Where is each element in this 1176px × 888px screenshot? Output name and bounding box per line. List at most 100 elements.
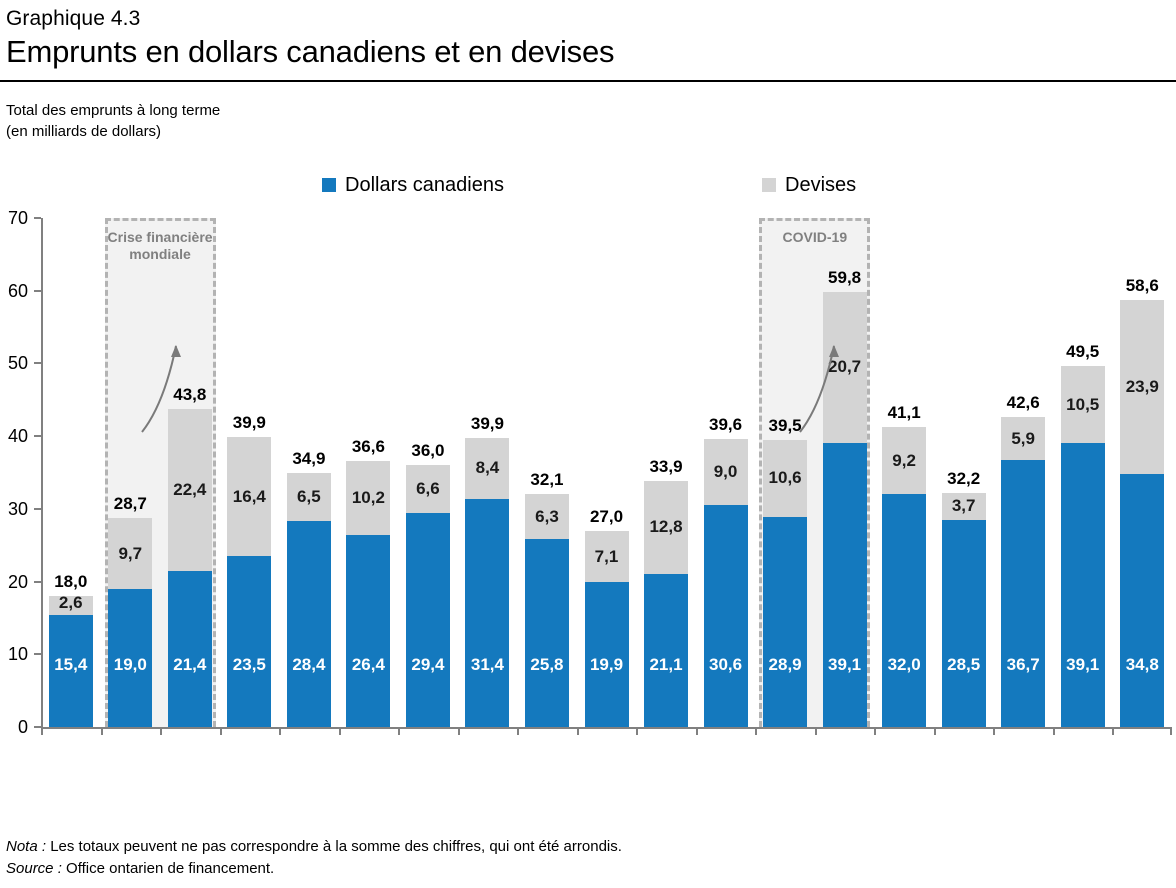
legend-item-dollars-canadiens[interactable]: Dollars canadiens (322, 172, 504, 198)
bar-group[interactable]: 23,5 16,4 39,9 (227, 413, 272, 727)
annotation-band-label: Crise financière mondiale (107, 229, 213, 262)
bar-segment-dollars-canadiens[interactable]: 19,0 (108, 588, 153, 727)
bar-value-label-dollars-canadiens: 28,4 (292, 655, 326, 674)
bar-segment-dollars-canadiens[interactable]: 15,4 (48, 615, 93, 727)
bar-segment-devises[interactable]: 10,5 (1060, 366, 1105, 443)
bar-total-label: 39,9 (232, 412, 266, 432)
bar-segment-dollars-canadiens[interactable]: 21,4 (167, 571, 212, 727)
bar-segment-devises[interactable]: 3,7 (941, 492, 986, 520)
bar-group[interactable]: 28,5 3,7 32,2 (941, 469, 986, 727)
y-axis-tick-mark (34, 507, 41, 510)
bar-segment-devises[interactable]: 16,4 (227, 436, 272, 557)
chart-header: Graphique 4.3 Emprunts en dollars canadi… (6, 6, 1170, 71)
bar-total-label: 39,6 (709, 415, 743, 435)
bar-segment-devises[interactable]: 10,6 (763, 439, 808, 517)
y-axis-tick-mark (34, 289, 41, 292)
plot-area: 0 10 20 30 40 50 60 70 Crise financière mondiale C… (8, 209, 1172, 736)
x-axis-line (41, 727, 1172, 729)
bar-segment-dollars-canadiens[interactable]: 39,1 (1060, 442, 1105, 727)
bar-group[interactable]: 28,4 6,5 34,9 (286, 449, 331, 727)
bar-value-label-devises: 10,5 (1066, 394, 1100, 414)
bar-group[interactable]: 25,8 6,3 32,1 (524, 470, 569, 727)
bar-segment-devises[interactable]: 6,5 (286, 473, 331, 521)
bar-total-label: 49,5 (1066, 342, 1100, 362)
bar-value-label-devises: 5,9 (1011, 428, 1035, 448)
bar-group[interactable]: 21,1 12,8 33,9 (644, 457, 689, 727)
bar-group[interactable]: 29,4 6,6 36,0 (405, 441, 450, 727)
bar-segment-dollars-canadiens[interactable]: 19,9 (584, 582, 629, 727)
bar-group[interactable]: 30,6 9,0 39,6 (703, 415, 748, 727)
bar-segment-devises[interactable]: 5,9 (1001, 417, 1046, 461)
legend-item-devises[interactable]: Devises (762, 172, 856, 198)
bar-segment-devises[interactable]: 22,4 (167, 408, 212, 572)
bar-segment-dollars-canadiens[interactable]: 29,4 (405, 513, 450, 727)
x-axis-tick-mark (160, 727, 163, 735)
bar-segment-dollars-canadiens[interactable]: 30,6 (703, 504, 748, 727)
y-axis-tick-label: 0 (17, 717, 28, 737)
y-axis-tick-mark (34, 726, 41, 728)
bar-segment-dollars-canadiens[interactable]: 23,5 (227, 556, 272, 727)
bar-group[interactable]: 32,0 9,2 41,1 (882, 403, 927, 727)
square-swatch-icon (762, 178, 776, 192)
x-axis-tick-mark (1170, 727, 1172, 735)
x-axis-tick-mark (695, 727, 698, 735)
bar-segment-devises[interactable]: 12,8 (644, 480, 689, 574)
bar-total-label: 39,5 (768, 415, 802, 435)
bar-segment-devises[interactable]: 6,3 (524, 493, 569, 540)
bar-segment-dollars-canadiens[interactable]: 28,4 (286, 520, 331, 727)
bar-segment-devises[interactable]: 6,6 (405, 465, 450, 514)
bar-segment-devises[interactable]: 23,9 (1120, 300, 1165, 474)
bar-segment-dollars-canadiens[interactable]: 25,8 (524, 539, 569, 727)
bar-segment-devises[interactable]: 20,7 (822, 292, 867, 443)
bar-segment-dollars-canadiens[interactable]: 34,8 (1120, 473, 1165, 727)
x-axis-tick-mark (219, 727, 222, 735)
y-axis-tick-mark (34, 217, 41, 219)
bar-segment-devises[interactable]: 9,0 (703, 439, 748, 505)
x-axis-tick-mark (279, 727, 282, 735)
bar-group[interactable]: 39,1 20,7 59,8 (822, 268, 867, 727)
bar-value-label-dollars-canadiens: 39,1 (1066, 655, 1100, 674)
legend-label-devises: Devises (785, 174, 857, 196)
square-swatch-icon (322, 178, 336, 192)
bar-group[interactable]: 39,1 10,5 49,5 (1060, 342, 1105, 727)
bar-group[interactable]: 15,4 2,6 18,0 (48, 572, 93, 727)
bar-segment-dollars-canadiens[interactable]: 31,4 (465, 498, 510, 727)
bar-group[interactable]: 34,8 23,9 58,6 (1120, 276, 1165, 727)
bar-segment-devises[interactable]: 10,2 (346, 460, 391, 536)
bar-total-label: 33,9 (649, 456, 683, 476)
bar-segment-dollars-canadiens[interactable]: 26,4 (346, 535, 391, 727)
bar-group[interactable]: 21,4 22,4 43,8 (167, 385, 212, 727)
x-axis-tick-mark (398, 727, 401, 735)
header-divider (0, 80, 1176, 82)
bar-segment-dollars-canadiens[interactable]: 39,1 (822, 442, 867, 727)
bar-segment-dollars-canadiens[interactable]: 32,0 (882, 494, 927, 727)
bar-group[interactable]: 19,0 9,7 28,7 (108, 494, 153, 727)
bar-segment-devises[interactable]: 8,4 (465, 437, 510, 499)
bar-value-label-dollars-canadiens: 34,8 (1125, 655, 1159, 674)
bar-segment-devises[interactable]: 9,7 (108, 518, 153, 589)
x-axis-tick-mark (874, 727, 877, 735)
bar-segment-dollars-canadiens[interactable]: 36,7 (1001, 460, 1046, 727)
footnote-nota: Nota : Les totaux peuvent ne pas corresp… (6, 836, 1166, 858)
bar-value-label-dollars-canadiens: 19,0 (113, 655, 147, 674)
bar-group[interactable]: 36,7 5,9 42,6 (1001, 393, 1046, 727)
bar-value-label-dollars-canadiens: 19,9 (589, 655, 624, 674)
bar-segment-dollars-canadiens[interactable]: 21,1 (644, 573, 689, 727)
bar-total-label: 58,6 (1125, 276, 1159, 296)
x-axis-tick-mark (933, 727, 936, 735)
bar-segment-dollars-canadiens[interactable]: 28,5 (941, 519, 986, 727)
bar-group[interactable]: 31,4 8,4 39,9 (465, 414, 510, 727)
bar-value-label-devises: 6,3 (535, 506, 559, 526)
bar-value-label-dollars-canadiens: 29,4 (411, 655, 445, 674)
chart-legend: Dollars canadiens Devises (0, 172, 1176, 202)
bar-segment-devises[interactable]: 9,2 (882, 427, 927, 495)
bar-segment-devises[interactable]: 7,1 (584, 530, 629, 583)
bar-group[interactable]: 28,9 10,6 39,5 (763, 416, 808, 727)
bar-total-label: 36,6 (351, 436, 385, 456)
bar-segment-devises[interactable]: 2,6 (48, 593, 93, 616)
bar-group[interactable]: 26,4 10,2 36,6 (346, 437, 391, 727)
bar-total-label: 18,0 (54, 572, 88, 592)
bar-group[interactable]: 19,9 7,1 27,0 (584, 507, 629, 727)
bar-segment-dollars-canadiens[interactable]: 28,9 (763, 516, 808, 727)
bar-total-label: 36,0 (411, 441, 445, 461)
